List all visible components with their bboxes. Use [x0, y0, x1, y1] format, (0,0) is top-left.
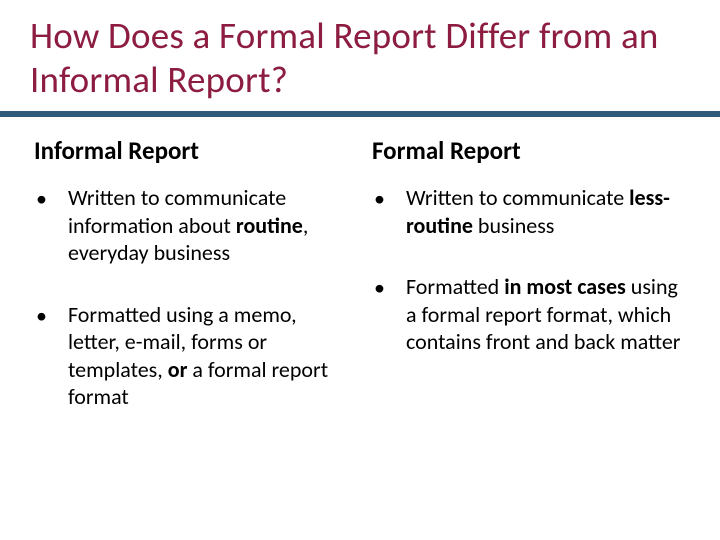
- bullet-icon: •: [372, 184, 406, 213]
- left-heading: Informal Report: [34, 135, 348, 166]
- bullet-text: Written to communicate less-routine busi…: [406, 184, 686, 239]
- bullet-icon: •: [34, 301, 68, 330]
- slide-title: How Does a Formal Report Differ from an …: [0, 0, 720, 111]
- right-heading: Formal Report: [372, 135, 686, 166]
- list-item: • Formatted using a memo, letter, e-mail…: [34, 301, 348, 411]
- bullet-icon: •: [34, 184, 68, 213]
- bullet-text: Formatted in most cases using a formal r…: [406, 273, 686, 356]
- list-item: • Formatted in most cases using a formal…: [372, 273, 686, 356]
- slide: How Does a Formal Report Differ from an …: [0, 0, 720, 540]
- list-item: • Written to communicate information abo…: [34, 184, 348, 267]
- bullet-icon: •: [372, 273, 406, 302]
- right-column: Formal Report • Written to communicate l…: [372, 135, 686, 445]
- left-column: Informal Report • Written to communicate…: [34, 135, 348, 445]
- content-columns: Informal Report • Written to communicate…: [0, 117, 720, 445]
- list-item: • Written to communicate less-routine bu…: [372, 184, 686, 239]
- bullet-text: Formatted using a memo, letter, e-mail, …: [68, 301, 348, 411]
- bullet-text: Written to communicate information about…: [68, 184, 348, 267]
